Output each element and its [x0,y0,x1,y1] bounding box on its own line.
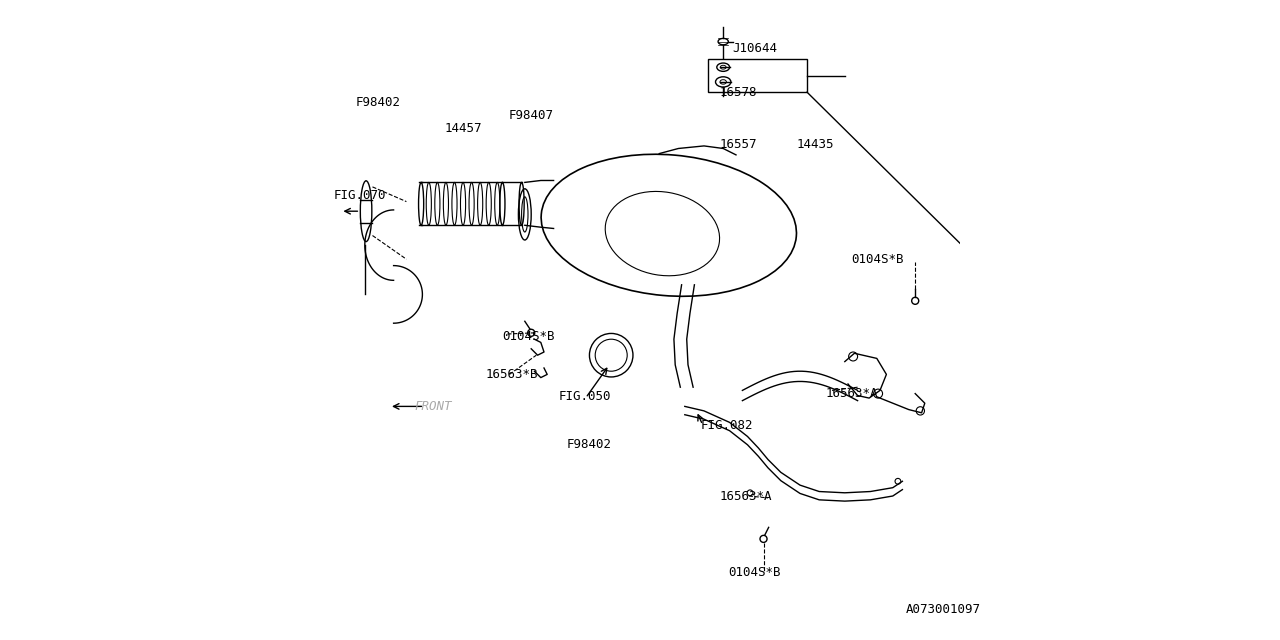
Text: FIG.050: FIG.050 [559,390,612,403]
Text: FRONT: FRONT [415,400,452,413]
Text: 0104S*B: 0104S*B [728,566,781,579]
Text: 16563*A: 16563*A [719,490,773,502]
Text: F98402: F98402 [566,438,612,451]
Text: FIG.082: FIG.082 [701,419,754,432]
Text: 16563*A: 16563*A [826,387,878,400]
Text: F98407: F98407 [508,109,554,122]
Text: J10644: J10644 [732,42,778,54]
Text: 0104S*B: 0104S*B [851,253,904,266]
Text: 16578: 16578 [719,86,758,99]
Text: 14457: 14457 [445,122,483,134]
Text: F98402: F98402 [356,96,401,109]
Text: FIG.070: FIG.070 [334,189,387,202]
Text: 16557: 16557 [719,138,758,150]
Text: A073001097: A073001097 [906,603,980,616]
Text: 14435: 14435 [796,138,835,150]
Text: 16563*B: 16563*B [485,368,538,381]
Text: 0104S*B: 0104S*B [502,330,556,342]
